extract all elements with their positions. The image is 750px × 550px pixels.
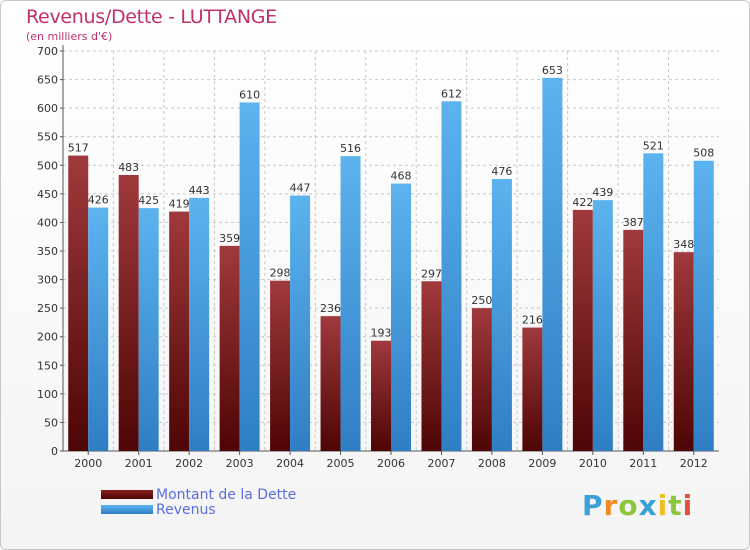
x-tick-label: 2003 (226, 457, 254, 470)
data-label-revenus: 516 (340, 142, 361, 155)
data-label-revenus: 521 (643, 139, 664, 152)
bar-revenus (693, 160, 714, 451)
bars (68, 77, 714, 452)
y-tick-label: 450 (37, 188, 58, 201)
proxiti-logo: Proxiti (582, 489, 693, 522)
x-tick-label: 2009 (528, 457, 556, 470)
bar-revenus (542, 77, 563, 451)
data-label-dette: 359 (219, 232, 240, 245)
bar-dette (522, 327, 543, 451)
data-label-dette: 297 (421, 267, 442, 280)
logo-letter: o (618, 489, 639, 522)
legend-swatch-revenus (101, 505, 153, 514)
data-label-dette: 216 (522, 314, 543, 327)
bar-dette (270, 280, 291, 451)
y-tick-label: 250 (37, 302, 58, 315)
y-tick-label: 650 (37, 74, 58, 87)
logo-letter: x (638, 489, 658, 522)
data-label-revenus: 610 (239, 88, 260, 101)
data-label-dette: 298 (270, 267, 291, 280)
bar-dette (169, 211, 190, 451)
bar-dette (421, 281, 442, 451)
data-label-revenus: 425 (138, 194, 159, 207)
data-label-dette: 483 (118, 161, 139, 174)
legend-label-revenus: Revenus (156, 502, 216, 518)
bar-revenus (592, 200, 613, 451)
bar-dette (673, 252, 694, 451)
data-label-revenus: 468 (391, 170, 412, 183)
y-tick-label: 50 (44, 416, 58, 429)
bar-dette (219, 245, 240, 451)
x-tick-label: 2010 (579, 457, 607, 470)
y-tick-label: 350 (37, 245, 58, 258)
data-label-revenus: 439 (592, 186, 613, 199)
chart-subtitle: (en milliers d'€) (26, 30, 113, 43)
y-tick-label: 550 (37, 131, 58, 144)
legend-swatch-dette (101, 490, 153, 499)
legend-label-dette: Montant de la Dette (156, 487, 297, 503)
data-label-dette: 517 (68, 142, 89, 155)
x-tick-label: 2005 (327, 457, 355, 470)
bar-revenus (239, 102, 260, 451)
bar-dette (623, 229, 644, 451)
bar-revenus (491, 179, 512, 451)
data-label-revenus: 443 (189, 184, 210, 197)
data-label-revenus: 447 (290, 182, 311, 195)
y-tick-label: 100 (37, 388, 58, 401)
data-label-dette: 348 (673, 238, 694, 251)
y-tick-label: 300 (37, 274, 58, 287)
chart-title: Revenus/Dette - LUTTANGE (26, 6, 277, 28)
x-tick-label: 2000 (74, 457, 102, 470)
y-tick-label: 0 (51, 445, 58, 458)
bar-dette (68, 155, 89, 452)
x-tick-label: 2004 (276, 457, 304, 470)
data-label-dette: 236 (320, 302, 341, 315)
bar-revenus (340, 156, 361, 451)
data-label-revenus: 426 (88, 194, 109, 207)
y-tick-label: 700 (37, 45, 58, 58)
x-tick-label: 2002 (175, 457, 203, 470)
data-label-dette: 250 (471, 294, 492, 307)
y-tick-label: 500 (37, 159, 58, 172)
y-tick-label: 150 (37, 359, 58, 372)
data-label-revenus: 612 (441, 87, 462, 100)
bar-revenus (138, 208, 159, 451)
logo-letter: i (682, 489, 694, 522)
bar-dette (471, 308, 492, 451)
bar-dette (371, 340, 391, 451)
y-tick-label: 200 (37, 331, 58, 344)
logo-letter: r (603, 489, 619, 522)
logo-letter: i (657, 489, 669, 522)
y-tick-label: 400 (37, 216, 58, 229)
data-label-revenus: 476 (491, 165, 512, 178)
x-tick-label: 2006 (377, 457, 405, 470)
bar-revenus (643, 153, 664, 452)
data-label-dette: 422 (572, 196, 593, 209)
x-tick-label: 2007 (427, 457, 455, 470)
y-tick-label: 600 (37, 102, 58, 115)
data-label-revenus: 653 (542, 64, 563, 77)
x-tick-label: 2011 (629, 457, 657, 470)
data-label-dette: 419 (169, 198, 190, 211)
bar-dette (118, 175, 139, 451)
data-label-dette: 193 (371, 327, 392, 340)
data-label-revenus: 508 (693, 147, 714, 160)
x-tick-label: 2012 (680, 457, 708, 470)
x-tick-label: 2001 (125, 457, 153, 470)
bar-dette (572, 209, 593, 451)
bar-revenus (290, 195, 311, 451)
bar-revenus (441, 101, 462, 452)
data-label-dette: 387 (623, 216, 644, 229)
x-tick-label: 2008 (478, 457, 506, 470)
bar-revenus (88, 207, 109, 451)
bar-revenus (391, 183, 411, 452)
logo-letter: t (668, 489, 683, 522)
logo-letter: P (582, 489, 604, 522)
bar-dette (320, 316, 341, 451)
bar-revenus (189, 197, 210, 451)
